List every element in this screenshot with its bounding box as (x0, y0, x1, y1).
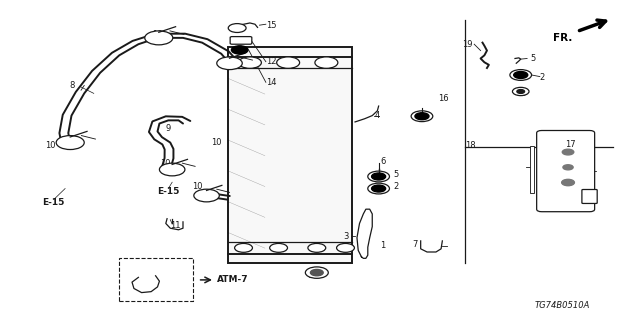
Bar (228, 47, 352, 263)
Text: 11: 11 (170, 220, 180, 229)
Text: 10: 10 (160, 159, 170, 168)
Circle shape (514, 71, 528, 78)
Circle shape (308, 244, 326, 252)
Circle shape (232, 46, 248, 54)
Circle shape (562, 179, 575, 186)
Circle shape (56, 136, 84, 149)
Text: 12: 12 (266, 57, 276, 66)
Circle shape (315, 57, 338, 68)
Text: 6: 6 (381, 157, 386, 166)
Text: 7: 7 (412, 240, 418, 249)
Text: 2: 2 (540, 73, 545, 82)
Text: 20: 20 (516, 89, 527, 98)
Bar (531, 146, 534, 193)
Circle shape (513, 87, 529, 96)
Text: 17: 17 (565, 140, 576, 148)
Text: 4: 4 (374, 111, 380, 120)
Text: 8: 8 (69, 81, 75, 90)
Circle shape (310, 269, 323, 276)
Circle shape (194, 189, 220, 202)
Circle shape (337, 244, 355, 252)
Circle shape (217, 57, 243, 69)
FancyBboxPatch shape (119, 258, 193, 301)
Text: 16: 16 (438, 94, 449, 103)
Text: 5: 5 (394, 170, 399, 179)
Text: ATM-7: ATM-7 (217, 276, 248, 284)
Text: 9: 9 (165, 124, 170, 133)
Text: E-15: E-15 (157, 187, 180, 196)
Text: 13: 13 (307, 271, 318, 280)
Text: 10: 10 (45, 141, 56, 150)
Circle shape (415, 113, 429, 120)
Text: 5: 5 (531, 54, 536, 63)
Circle shape (305, 267, 328, 278)
Circle shape (517, 90, 525, 93)
FancyBboxPatch shape (230, 36, 252, 44)
Text: 18: 18 (465, 141, 476, 150)
Circle shape (159, 163, 185, 176)
Text: 10: 10 (152, 30, 163, 39)
Circle shape (228, 24, 246, 32)
Circle shape (563, 149, 574, 155)
Text: 19: 19 (463, 40, 473, 49)
Text: TG74B0510A: TG74B0510A (534, 301, 590, 310)
Circle shape (269, 244, 287, 252)
Text: FR.: FR. (553, 33, 572, 43)
Circle shape (145, 31, 173, 45)
Text: 15: 15 (266, 21, 276, 30)
Circle shape (372, 173, 386, 180)
Circle shape (563, 165, 573, 170)
Circle shape (239, 57, 261, 68)
FancyBboxPatch shape (582, 189, 597, 204)
Text: 14: 14 (266, 78, 276, 87)
Text: 2: 2 (394, 182, 399, 191)
Circle shape (276, 57, 300, 68)
Text: 1: 1 (381, 241, 386, 250)
Text: 3: 3 (343, 232, 349, 241)
FancyBboxPatch shape (537, 131, 595, 212)
Text: 10: 10 (191, 182, 202, 191)
Text: E-15: E-15 (42, 198, 65, 207)
Circle shape (372, 185, 386, 192)
Circle shape (235, 244, 252, 252)
Text: 10: 10 (211, 138, 221, 147)
